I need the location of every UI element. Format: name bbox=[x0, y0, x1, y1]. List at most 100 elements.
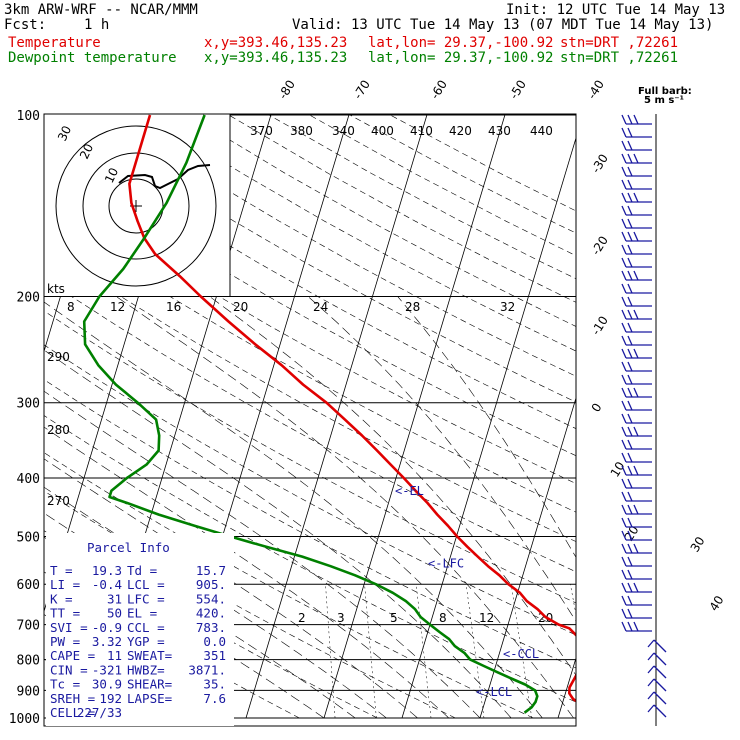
hodograph-background bbox=[44, 114, 230, 296]
parcel-info-cell: LCL = bbox=[127, 577, 165, 592]
forecast-hour: 1 h bbox=[84, 17, 110, 33]
wind-barb bbox=[621, 257, 652, 268]
hodograph-speed-label: 12 bbox=[110, 300, 125, 314]
barb-flag bbox=[621, 387, 627, 398]
pressure-tick-label: 600 bbox=[17, 578, 40, 593]
parcel-info-cell: 19.3 bbox=[92, 563, 122, 578]
parcel-info-cell: 15.7 bbox=[196, 563, 226, 578]
parcel-info-cell: CCL = bbox=[127, 620, 165, 635]
parcel-info-cell: 3.32 bbox=[92, 634, 122, 649]
barb-flag bbox=[621, 478, 627, 489]
theta-label: 340 bbox=[332, 124, 355, 138]
location-xy-dew: x,y=393.46,135.23 bbox=[204, 50, 348, 66]
mixing-ratio-label: 12 bbox=[479, 611, 494, 625]
wind-barb bbox=[621, 218, 652, 229]
barb-flag bbox=[647, 652, 655, 661]
barb-flag bbox=[627, 153, 633, 164]
barb-flag bbox=[627, 257, 633, 268]
pressure-tick-label: 300 bbox=[17, 397, 40, 412]
dry-adiabat-line bbox=[147, 114, 576, 352]
moist-adiabat-line bbox=[44, 426, 450, 719]
parcel-info-cell: -0.9 bbox=[92, 620, 122, 635]
barb-flag bbox=[621, 218, 627, 229]
barb-flag bbox=[627, 439, 633, 450]
barb-flag bbox=[627, 179, 633, 190]
wind-barb bbox=[621, 374, 652, 385]
wind-barb bbox=[621, 582, 652, 593]
barb-flag bbox=[633, 348, 639, 359]
barb-shaft bbox=[653, 704, 667, 718]
barb-flag bbox=[627, 283, 633, 294]
isotherm-line bbox=[323, 114, 506, 719]
barb-flag bbox=[621, 283, 627, 294]
barb-flag bbox=[647, 704, 655, 713]
barb-shaft bbox=[653, 652, 667, 666]
barb-flag bbox=[621, 153, 627, 164]
isotherm-line bbox=[245, 114, 428, 719]
barb-flag bbox=[627, 387, 633, 398]
wind-barb bbox=[621, 504, 652, 515]
isotherm-line bbox=[557, 656, 576, 719]
hodograph-speed-label: 16 bbox=[166, 300, 181, 314]
theta-label: 410 bbox=[410, 124, 433, 138]
wind-barb bbox=[621, 270, 652, 281]
dry-adiabat-line bbox=[67, 114, 576, 403]
barb-flag bbox=[627, 296, 633, 307]
wind-barb bbox=[647, 652, 667, 666]
isotherm-label: 0 bbox=[589, 401, 605, 415]
moist-adiabat-line bbox=[209, 296, 576, 676]
dry-adiabat-line bbox=[44, 184, 576, 484]
barb-flag bbox=[621, 413, 627, 424]
hodograph-trace bbox=[118, 164, 211, 190]
parcel-info-cell: 554. bbox=[196, 591, 226, 606]
parcel-info-cell: LI = bbox=[50, 577, 80, 592]
wind-barb bbox=[621, 348, 652, 359]
wind-barb bbox=[647, 665, 667, 679]
barb-flag bbox=[621, 244, 627, 255]
barb-flag bbox=[633, 114, 639, 125]
wind-barb bbox=[621, 608, 652, 619]
barb-flag bbox=[621, 452, 627, 463]
theta-label: 440 bbox=[530, 124, 553, 138]
barb-flag bbox=[621, 569, 627, 580]
theta-label: 420 bbox=[449, 124, 472, 138]
wind-barb bbox=[621, 465, 652, 476]
location-latlon-dew: lat,lon= 29.37,-100.92 bbox=[368, 50, 554, 66]
hodograph-ring bbox=[108, 178, 164, 234]
parcel-info-cell: HWBZ= bbox=[127, 662, 165, 677]
isotherm-label: 10 bbox=[608, 459, 628, 479]
wind-barb bbox=[621, 166, 652, 177]
barb-flag bbox=[633, 582, 639, 593]
barb-flag bbox=[621, 309, 627, 320]
parcel-info-cell: 783. bbox=[196, 620, 226, 635]
barb-flag bbox=[627, 582, 633, 593]
barb-flag bbox=[627, 491, 633, 502]
moist-adiabat-line bbox=[44, 458, 418, 719]
parcel-info-cell: 35. bbox=[203, 677, 226, 692]
wind-barb bbox=[621, 283, 652, 294]
plot-frame bbox=[43, 113, 577, 727]
barb-flag bbox=[627, 517, 633, 528]
barb-flag bbox=[621, 595, 627, 606]
mixing-ratio-line bbox=[570, 584, 576, 617]
isotherm-label: -40 bbox=[585, 78, 607, 102]
parcel-info-cell: 11 bbox=[107, 648, 122, 663]
wind-barb bbox=[621, 569, 652, 580]
wind-barb bbox=[621, 205, 652, 216]
parcel-info-cell: 351 bbox=[203, 648, 226, 663]
location-xy-temp: x,y=393.46,135.23 bbox=[204, 35, 348, 51]
pressure-tick-label: 700 bbox=[17, 619, 40, 634]
moist-adiabat-line bbox=[397, 296, 576, 558]
barb-flag bbox=[621, 400, 627, 411]
mixing-ratio-label: 8 bbox=[439, 611, 447, 625]
isotherm-label: 40 bbox=[707, 593, 727, 613]
dry-adiabat-line bbox=[188, 114, 576, 327]
isotherm-label: -80 bbox=[276, 78, 298, 102]
barb-flag bbox=[621, 127, 627, 138]
init-time: Init: 12 UTC Tue 14 May 13 bbox=[506, 2, 726, 18]
moist-adiabat-line bbox=[44, 301, 543, 719]
wind-barb bbox=[621, 426, 652, 437]
parcel-info-cell: YGP = bbox=[127, 634, 165, 649]
